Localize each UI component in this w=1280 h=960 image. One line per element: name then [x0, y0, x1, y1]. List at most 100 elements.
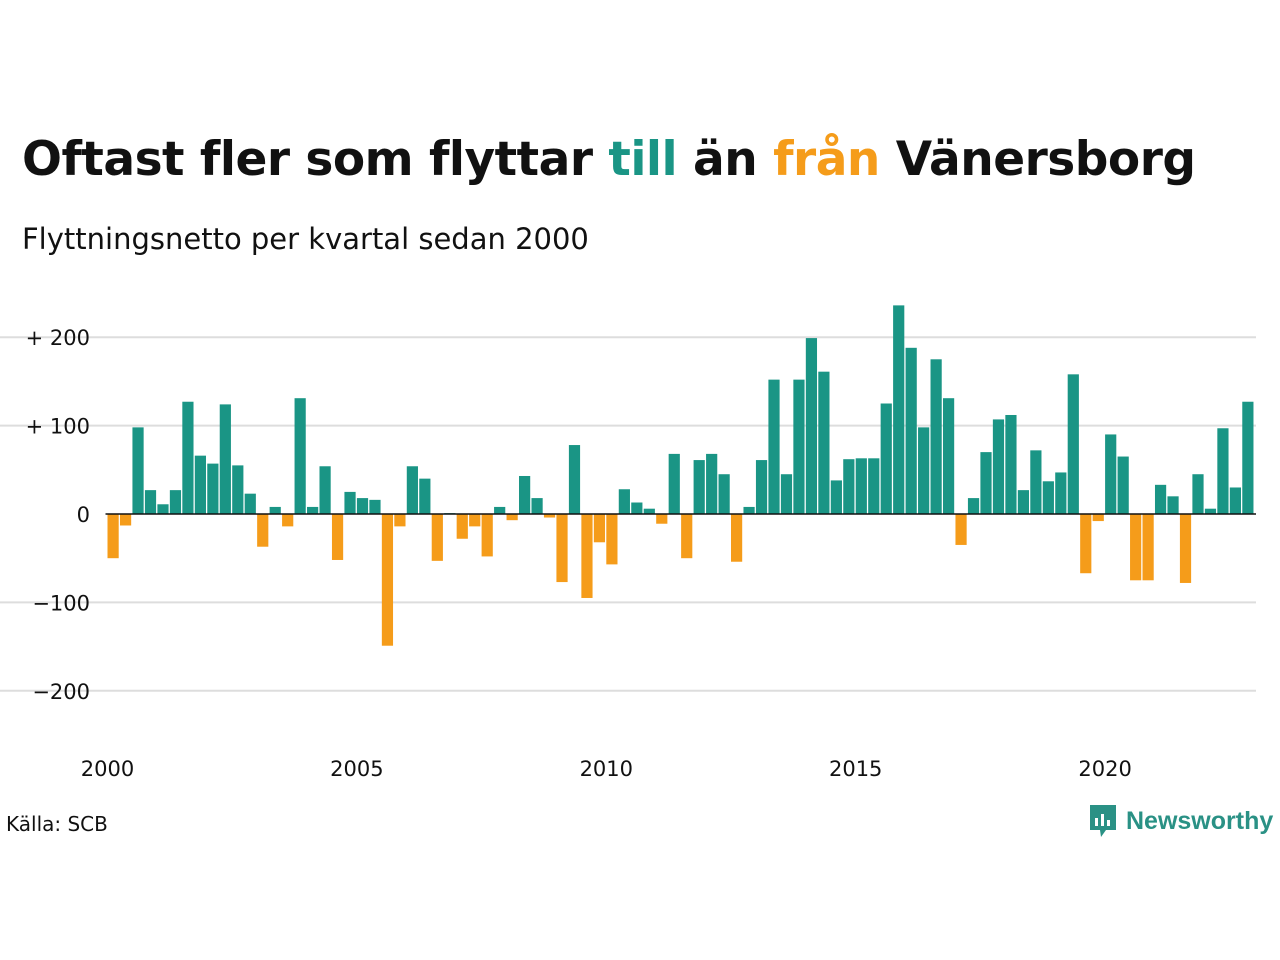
- title-part-1: Oftast fler som flyttar: [22, 132, 609, 187]
- bar-2013-q4: [793, 379, 805, 514]
- bar-2005-q4: [394, 514, 406, 527]
- x-axis-ticks: 2000 2005 2010 2015 2020: [81, 757, 1132, 781]
- y-tick-label: 0: [77, 503, 90, 527]
- bar-2020-q1: [1105, 434, 1117, 514]
- bar-2007-q4: [494, 506, 506, 514]
- bar-2000-q1: [107, 514, 119, 559]
- bar-2004-q4: [344, 491, 356, 514]
- bar-2019-q2: [1067, 374, 1079, 514]
- bar-2017-q4: [992, 419, 1005, 514]
- bar-2005-q2: [369, 499, 381, 514]
- bar-2010-q3: [631, 502, 643, 514]
- bar-2021-q3: [1179, 514, 1192, 583]
- bar-2015-q3: [880, 403, 892, 514]
- bar-2011-q3: [681, 514, 693, 559]
- bar-2007-q3: [481, 514, 493, 557]
- y-tick-label: + 100: [26, 415, 90, 439]
- bar-2008-q2: [519, 475, 531, 514]
- x-tick-label: 2015: [829, 757, 882, 781]
- bar-2017-q2: [967, 498, 980, 514]
- bar-2020-q3: [1130, 514, 1142, 581]
- bar-2019-q3: [1080, 514, 1092, 574]
- bar-2001-q3: [182, 401, 194, 514]
- bar-chart: + 200 + 100 0 −100 −200 2000 2005 2010 2015 2020: [0, 305, 1256, 781]
- bar-2017-q1: [955, 514, 967, 545]
- bar-2016-q2: [918, 427, 930, 514]
- bar-2011-q2: [668, 453, 680, 514]
- y-axis-ticks: + 200 + 100 0 −100 −200: [26, 326, 90, 704]
- bar-chart-speech-bubble-icon: [1090, 805, 1116, 837]
- bar-2015-q4: [893, 305, 905, 514]
- bar-2001-q4: [194, 455, 206, 514]
- bar-2022-q3: [1229, 487, 1241, 514]
- bar-2012-q2: [718, 474, 730, 514]
- bar-2006-q3: [431, 514, 443, 561]
- x-tick-label: 2010: [580, 757, 633, 781]
- bar-2019-q1: [1055, 472, 1067, 514]
- bar-2009-q3: [581, 514, 593, 598]
- bar-2012-q4: [743, 506, 755, 514]
- bar-2002-q4: [244, 493, 256, 514]
- chart-title: Oftast fler som flyttar till än från Vän…: [22, 132, 1196, 187]
- bar-2018-q2: [1017, 490, 1030, 514]
- bar-2002-q2: [219, 404, 231, 514]
- bar-2014-q2: [818, 371, 830, 514]
- bar-2022-q2: [1217, 428, 1229, 514]
- bar-2001-q1: [157, 504, 169, 514]
- bar-2017-q3: [980, 452, 992, 514]
- bar-2022-q1: [1204, 508, 1217, 514]
- title-fran-highlight: från: [773, 132, 880, 187]
- bars: [107, 305, 1254, 646]
- bar-2001-q2: [169, 490, 182, 514]
- title-part-2: än: [677, 132, 774, 187]
- x-tick-label: 2000: [81, 757, 134, 781]
- bar-2003-q1: [257, 514, 269, 547]
- bar-2007-q2: [469, 514, 481, 527]
- title-till-highlight: till: [608, 132, 678, 187]
- bar-2008-q4: [543, 514, 556, 518]
- bar-2015-q1: [855, 458, 867, 514]
- bar-2012-q1: [706, 453, 718, 514]
- gridlines: [0, 336, 1256, 692]
- bar-2009-q1: [556, 514, 568, 583]
- bar-2020-q2: [1117, 456, 1129, 514]
- bar-2015-q2: [868, 458, 880, 514]
- title-part-3: Vänersborg: [879, 132, 1196, 187]
- bar-2014-q4: [843, 459, 855, 514]
- bar-2004-q3: [331, 514, 344, 560]
- bar-2018-q4: [1042, 481, 1054, 514]
- bar-2005-q1: [356, 498, 369, 514]
- bar-2008-q1: [506, 514, 518, 521]
- bar-2018-q1: [1005, 414, 1017, 514]
- bar-2021-q1: [1154, 484, 1167, 514]
- bar-2010-q4: [643, 508, 655, 514]
- brand-name: Newsworthy: [1126, 806, 1274, 835]
- bar-2013-q3: [780, 474, 793, 514]
- bar-2006-q2: [419, 478, 431, 514]
- bar-2021-q4: [1192, 474, 1204, 514]
- bar-2003-q3: [282, 514, 294, 527]
- bar-2008-q3: [531, 498, 543, 514]
- bar-2010-q1: [606, 514, 618, 565]
- bar-2003-q4: [294, 398, 306, 514]
- x-tick-label: 2020: [1078, 757, 1131, 781]
- bar-2002-q1: [207, 463, 219, 514]
- bar-2012-q3: [731, 514, 743, 562]
- bar-2009-q4: [593, 514, 606, 543]
- bar-2020-q4: [1142, 514, 1154, 581]
- bar-2004-q2: [319, 466, 331, 514]
- y-tick-label: −100: [32, 591, 90, 615]
- x-tick-label: 2005: [330, 757, 383, 781]
- bar-2007-q1: [456, 514, 468, 539]
- bar-2013-q1: [755, 460, 768, 514]
- brand-logo[interactable]: Newsworthy: [1088, 803, 1273, 839]
- bar-2018-q3: [1030, 450, 1042, 514]
- bar-2002-q3: [232, 465, 244, 514]
- bar-2016-q1: [905, 347, 917, 514]
- bar-2016-q3: [930, 359, 942, 514]
- bar-2000-q4: [144, 490, 157, 514]
- bar-2004-q1: [307, 506, 319, 514]
- bar-2016-q4: [942, 398, 955, 514]
- bar-2011-q4: [693, 460, 705, 514]
- bar-2013-q2: [768, 379, 780, 514]
